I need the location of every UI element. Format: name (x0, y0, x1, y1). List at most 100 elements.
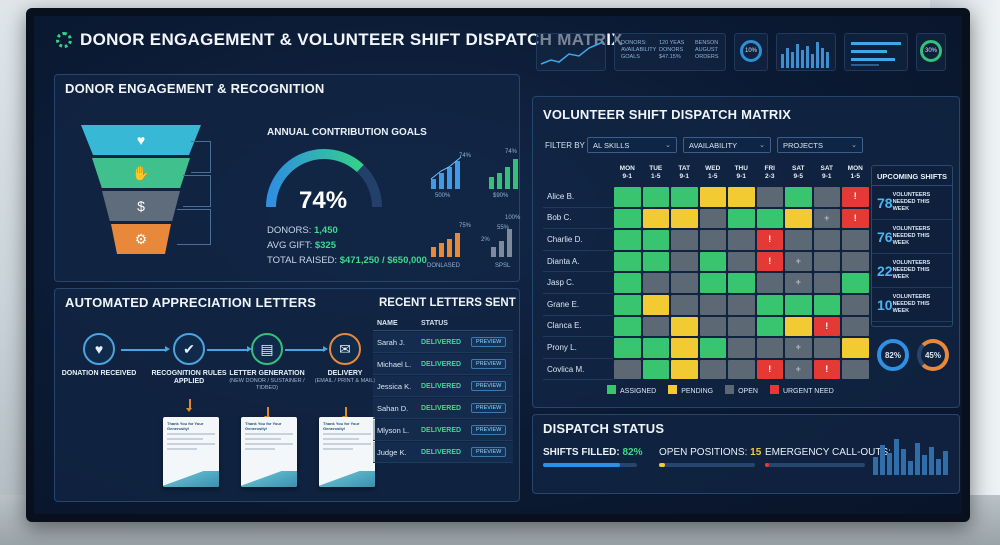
shift-cell[interactable] (813, 187, 840, 207)
shift-cell[interactable] (842, 251, 869, 272)
shift-cell[interactable] (671, 208, 698, 229)
shift-cell[interactable] (728, 251, 755, 272)
shift-cell[interactable] (642, 273, 669, 293)
shift-cell[interactable] (756, 187, 783, 207)
shift-cell[interactable] (756, 208, 783, 229)
shift-cell[interactable]: + (785, 251, 812, 272)
preview-button[interactable]: PREVIEW (471, 337, 507, 347)
shift-cell[interactable] (614, 187, 641, 207)
shift-cell[interactable] (756, 273, 783, 293)
projects-dropdown[interactable]: PROJECTS ⌄ (777, 137, 863, 153)
shift-cell[interactable] (813, 251, 840, 272)
shift-cell[interactable]: + (785, 273, 812, 293)
shift-cell[interactable] (756, 294, 783, 315)
letter-preview-3: Thank You for Your Generosity! (319, 417, 375, 487)
table-row: Sarah J. DELIVERED PREVIEW (373, 332, 513, 353)
letter-preview-1: Thank You for Your Generosity! (163, 417, 219, 487)
shift-cell[interactable]: ! (842, 187, 869, 207)
shift-cell[interactable] (813, 273, 840, 293)
shift-cell[interactable]: ! (756, 230, 783, 250)
preview-button[interactable]: PREVIEW (471, 403, 507, 413)
skills-dropdown[interactable]: AL SKILLS ⌄ (587, 137, 677, 153)
shift-cell[interactable] (842, 359, 869, 380)
preview-button[interactable]: PREVIEW (471, 381, 507, 391)
shift-cell[interactable] (728, 359, 755, 380)
mini-label2-0: BENSON (695, 40, 719, 46)
shift-cell[interactable] (614, 208, 641, 229)
shift-cell[interactable] (614, 294, 641, 315)
shift-cell[interactable] (614, 230, 641, 250)
shift-cell[interactable] (671, 251, 698, 272)
shift-cell[interactable] (728, 273, 755, 293)
shift-cell[interactable] (614, 338, 641, 358)
shift-cell[interactable] (756, 316, 783, 337)
shift-cell[interactable] (671, 359, 698, 380)
shift-cell[interactable] (614, 359, 641, 380)
shift-cell[interactable] (642, 208, 669, 229)
preview-button[interactable]: PREVIEW (471, 359, 507, 369)
spark-chart-4 (491, 229, 512, 257)
table-row: Judge K. DELIVERED PREVIEW (373, 442, 513, 463)
shift-cell[interactable] (699, 294, 726, 315)
gauge-fill (266, 149, 364, 208)
shift-cell[interactable] (756, 338, 783, 358)
shift-cell[interactable] (614, 316, 641, 337)
shift-cell[interactable] (671, 294, 698, 315)
shift-cell[interactable] (671, 273, 698, 293)
shift-cell[interactable] (728, 208, 755, 229)
shift-cell[interactable] (728, 230, 755, 250)
shift-cell[interactable]: + (813, 208, 840, 229)
preview-button[interactable]: PREVIEW (471, 425, 507, 435)
upcoming-count: 10 (877, 296, 893, 313)
flow-arrow-2 (207, 346, 252, 352)
shift-cell[interactable] (785, 294, 812, 315)
shift-cell[interactable] (728, 294, 755, 315)
shift-cell[interactable] (728, 338, 755, 358)
shift-cell[interactable]: ! (842, 208, 869, 229)
shift-cell[interactable] (813, 230, 840, 250)
availability-dropdown[interactable]: AVAILABILITY ⌄ (683, 137, 771, 153)
shift-cell[interactable] (614, 251, 641, 272)
day-name: TAT (678, 165, 691, 172)
shift-cell[interactable]: + (785, 359, 812, 380)
preview-button[interactable]: PREVIEW (471, 447, 507, 457)
shift-cell[interactable] (699, 338, 726, 358)
shift-cell[interactable]: ! (813, 316, 840, 337)
shift-cell[interactable] (785, 316, 812, 337)
shift-cell[interactable] (642, 251, 669, 272)
shift-cell[interactable] (642, 294, 669, 315)
shift-cell[interactable] (642, 359, 669, 380)
shift-cell[interactable] (699, 208, 726, 229)
shift-cell[interactable] (699, 359, 726, 380)
shift-cell[interactable] (614, 273, 641, 293)
shift-cell[interactable] (842, 338, 869, 358)
shift-cell[interactable] (699, 230, 726, 250)
shift-cell[interactable] (699, 316, 726, 337)
shift-cell[interactable] (813, 294, 840, 315)
shift-cell[interactable]: ! (756, 251, 783, 272)
shift-cell[interactable] (728, 187, 755, 207)
shift-cell[interactable] (785, 230, 812, 250)
shift-cell[interactable] (785, 208, 812, 229)
shift-cell[interactable] (671, 187, 698, 207)
shift-cell[interactable] (842, 230, 869, 250)
shift-cell[interactable] (728, 316, 755, 337)
shift-cell[interactable] (699, 251, 726, 272)
shift-cell[interactable] (842, 273, 869, 293)
shift-cell[interactable] (642, 338, 669, 358)
shift-cell[interactable] (671, 230, 698, 250)
shift-cell[interactable] (842, 294, 869, 315)
shift-cell[interactable]: ! (756, 359, 783, 380)
shift-cell[interactable] (642, 230, 669, 250)
shift-cell[interactable] (813, 338, 840, 358)
shift-cell[interactable]: ! (813, 359, 840, 380)
shift-cell[interactable] (699, 273, 726, 293)
shift-cell[interactable] (642, 316, 669, 337)
shift-cell[interactable] (671, 316, 698, 337)
shift-cell[interactable] (785, 187, 812, 207)
shift-cell[interactable] (699, 187, 726, 207)
shift-cell[interactable] (642, 187, 669, 207)
shift-cell[interactable]: + (785, 338, 812, 358)
shift-cell[interactable] (842, 316, 869, 337)
shift-cell[interactable] (671, 338, 698, 358)
